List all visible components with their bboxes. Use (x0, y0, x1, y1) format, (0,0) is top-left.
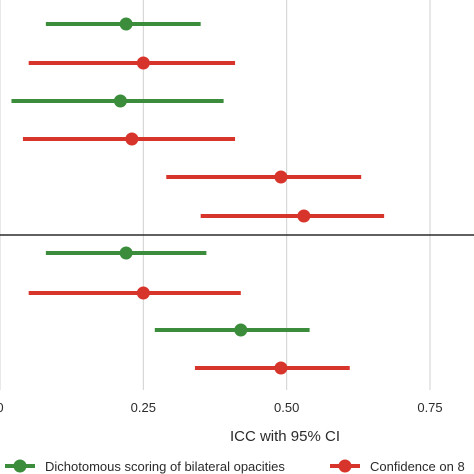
legend-label-1: Confidence on 8 (370, 459, 465, 474)
point-estimate-panel2-row3 (234, 323, 248, 337)
x-tick-label-1: 0.25 (131, 400, 156, 415)
point-estimate-panel2-row4 (274, 361, 288, 375)
point-estimate-panel1-row3 (113, 94, 127, 108)
x-axis-title: ICC with 95% CI (230, 428, 340, 445)
x-tick-label-2: 0.50 (274, 400, 299, 415)
point-estimate-panel2-row2 (136, 286, 150, 300)
point-estimate-panel1-row2 (136, 56, 150, 70)
x-tick-label-0: 0 (0, 400, 4, 415)
x-axis: 0 0.25 0.50 0.75 (0, 400, 443, 415)
legend-label-0: Dichotomous scoring of bilateral opaciti… (45, 459, 285, 474)
legend: Dichotomous scoring of bilateral opaciti… (5, 459, 465, 474)
point-estimate-panel1-row6 (297, 209, 311, 223)
chart-marks (11, 17, 385, 375)
legend-key-dot-0 (13, 459, 27, 473)
point-estimate-panel1-row5 (274, 170, 288, 184)
x-tick-label-3: 0.75 (417, 400, 442, 415)
legend-key-dot-1 (338, 459, 352, 473)
point-estimate-panel1-row4 (125, 132, 139, 146)
point-estimate-panel1-row1 (119, 17, 133, 31)
point-estimate-panel2-row1 (119, 246, 133, 260)
